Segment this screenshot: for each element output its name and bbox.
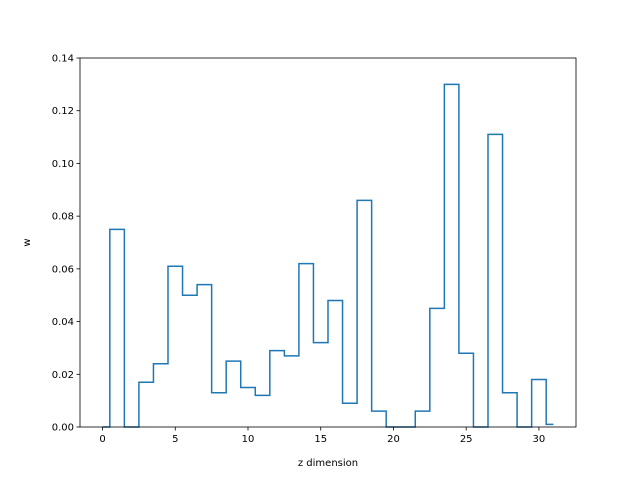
y-tick-label: 0.14	[52, 54, 74, 65]
x-tick-label: 25	[460, 434, 473, 445]
x-tick-label: 15	[314, 434, 327, 445]
x-axis-ticks: 0 5 10 15 20 25 30	[99, 427, 545, 445]
y-tick-label: 0.12	[52, 106, 74, 117]
x-tick-label: 5	[172, 434, 178, 445]
x-tick-label: 20	[387, 434, 400, 445]
y-axis-ticks: 0.00 0.02 0.04 0.06 0.08 0.10 0.12 0.14	[52, 54, 80, 434]
y-tick-label: 0.06	[52, 264, 74, 275]
x-tick-label: 10	[242, 434, 255, 445]
plot-area	[80, 58, 576, 427]
y-tick-label: 0.08	[52, 212, 74, 223]
y-tick-label: 0.10	[52, 159, 74, 170]
y-axis-label: w	[22, 238, 33, 246]
x-tick-label: 30	[533, 434, 546, 445]
y-tick-label: 0.02	[52, 370, 74, 381]
y-tick-label: 0.00	[52, 423, 74, 434]
x-tick-label: 0	[99, 434, 105, 445]
plot-frame	[79, 57, 577, 428]
x-axis-label: z dimension	[298, 458, 358, 469]
y-tick-label: 0.04	[52, 317, 74, 328]
